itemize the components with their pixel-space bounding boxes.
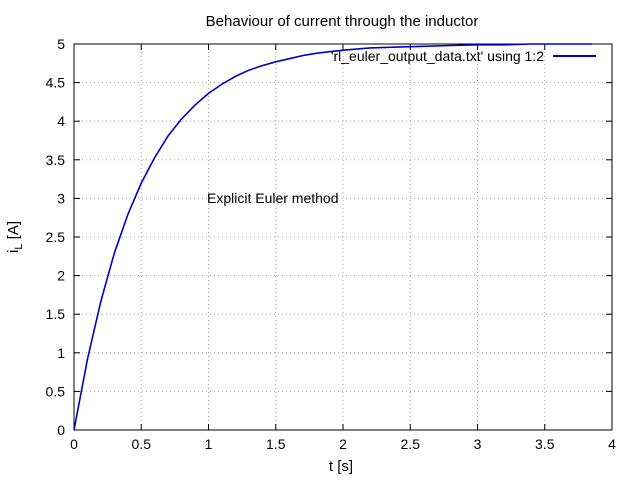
legend: 'rl_euler_output_data.txt' using 1:2: [331, 48, 596, 64]
y-tick-label: 2.5: [46, 229, 66, 245]
x-tick-label: 2.5: [401, 436, 421, 452]
y-axis-label-unit: [A]: [5, 221, 22, 244]
x-tick-label: 1.5: [266, 436, 286, 452]
x-tick-label: 1: [205, 436, 213, 452]
y-tick-label: 0.5: [46, 383, 66, 399]
y-axis-label: iL [A]: [5, 221, 25, 253]
y-tick-label: 1.5: [46, 306, 66, 322]
x-tick-labels: 0 0.5 1 1.5 2 2.5 3 3.5 4: [70, 436, 616, 452]
series-layer: [73, 43, 592, 431]
x-tick-label: 4: [608, 436, 616, 452]
y-tick-label: 3: [57, 190, 65, 206]
grid-lines: [74, 44, 612, 430]
y-axis-label-subscript: L: [13, 244, 25, 250]
series-line-0: [73, 43, 592, 431]
x-tick-label: 0.5: [132, 436, 152, 452]
x-tick-label: 0: [70, 436, 78, 452]
y-tick-label: 4.5: [46, 75, 66, 91]
legend-label: 'rl_euler_output_data.txt' using 1:2: [331, 48, 544, 64]
y-axis-label-main: i: [5, 250, 22, 253]
y-tick-labels: 0 0.5 1 1.5 2 2.5 3 3.5 4 4.5 5: [46, 36, 66, 438]
x-axis-label: t [s]: [329, 458, 353, 475]
x-tick-label: 2: [339, 436, 347, 452]
y-tick-label: 4: [57, 113, 65, 129]
x-tick-label: 3.5: [535, 436, 555, 452]
chart-annotation: Explicit Euler method: [207, 190, 339, 206]
y-tick-label: 3.5: [46, 152, 66, 168]
y-tick-label: 1: [57, 345, 65, 361]
y-tick-label: 5: [57, 36, 65, 52]
chart-title: Behaviour of current through the inducto…: [206, 13, 479, 30]
x-tick-label: 3: [474, 436, 482, 452]
y-tick-label: 2: [57, 268, 65, 284]
y-tick-label: 0: [57, 422, 65, 438]
